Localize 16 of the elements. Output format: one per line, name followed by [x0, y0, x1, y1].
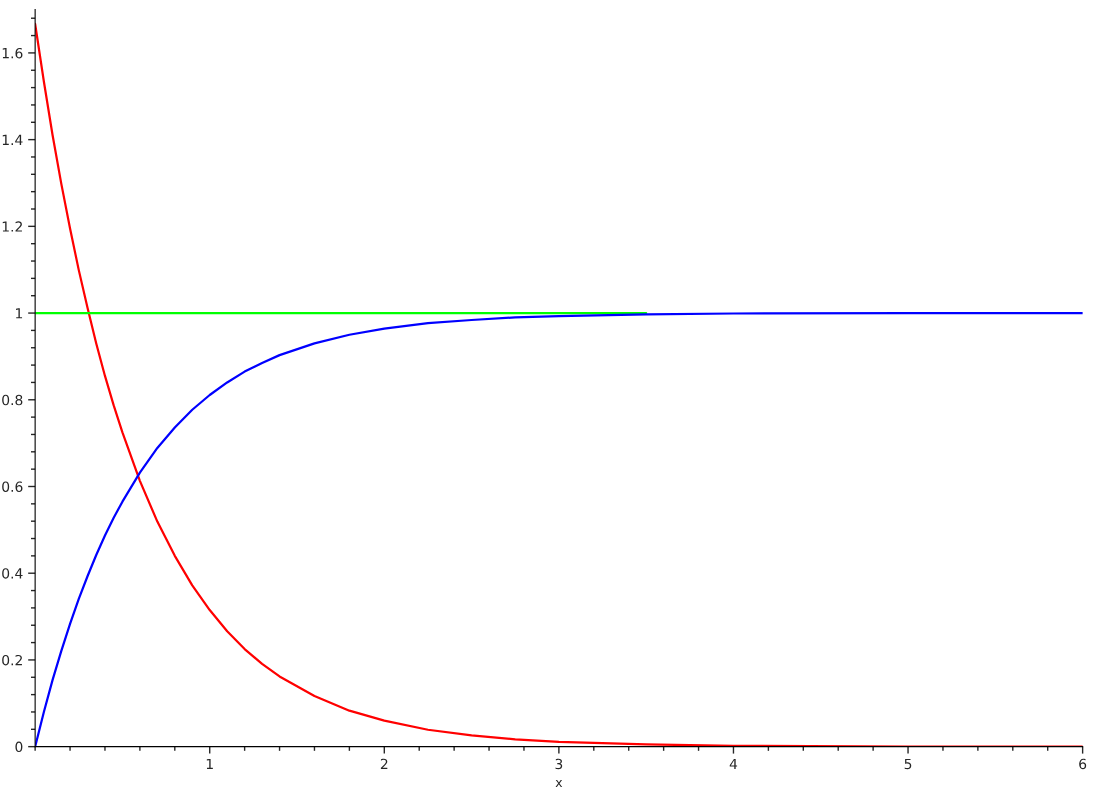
- y-tick-label: 1.6: [2, 47, 23, 59]
- y-tick-label: 0: [15, 741, 23, 753]
- x-tick-label: 6: [1079, 758, 1087, 770]
- x-tick-label: 5: [904, 758, 912, 770]
- x-axis-title: x: [555, 780, 563, 787]
- y-tick-label: 0.6: [2, 481, 23, 492]
- y-tick-label: 1.4: [2, 134, 23, 145]
- y-tick-label: 1: [16, 308, 23, 319]
- y-tick-label: 1.2: [2, 221, 22, 232]
- y-tick-label: 0.8: [2, 394, 23, 406]
- y-tick-label: 0.2: [2, 654, 22, 666]
- y-tick-label: 0.4: [2, 568, 23, 579]
- x-tick-label: 2: [380, 758, 388, 770]
- x-tick-label: 1: [206, 758, 213, 770]
- x-tick-label: 4: [729, 758, 738, 770]
- x-tick-label: 3: [555, 758, 563, 770]
